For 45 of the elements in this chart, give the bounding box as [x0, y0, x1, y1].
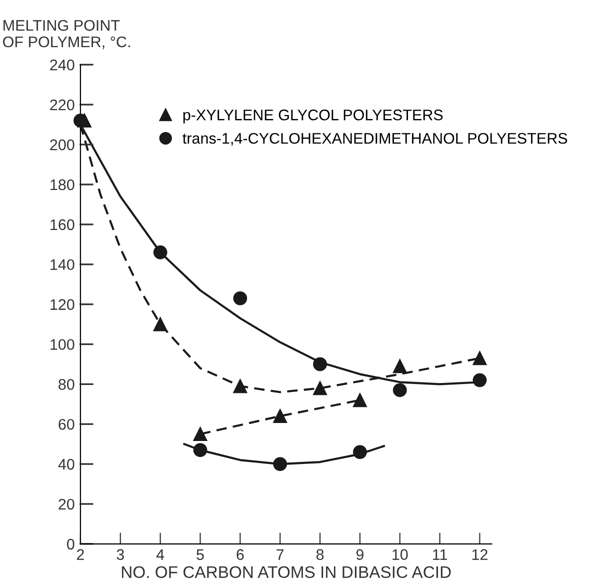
point [153, 317, 168, 332]
point [472, 351, 487, 366]
point [392, 359, 407, 374]
y-tick-label: 200 [50, 139, 74, 150]
point [78, 114, 92, 128]
legend-label: trans-1,4-CYCLOHEXANEDIMETHANOL POLYESTERS [182, 132, 568, 146]
x-tick-label: 9 [356, 549, 364, 560]
x-tick-label: 5 [196, 549, 204, 560]
x-tick-label: 2 [76, 549, 84, 560]
x-tick-label: 7 [276, 549, 284, 560]
y-tick-label: 140 [50, 259, 74, 270]
point [233, 291, 248, 306]
y-axis-title: MELTING POINT OF POLYMER, °C. [3, 20, 130, 50]
y-tick-label: 20 [58, 498, 74, 510]
point [273, 409, 288, 424]
legend-label: p-XYLYLENE GLYCOL POLYESTERS [183, 110, 443, 124]
point [233, 379, 248, 394]
point [193, 443, 208, 457]
x-tick-label: 4 [156, 549, 164, 560]
x-tick-label: 11 [433, 549, 447, 560]
point [193, 427, 208, 442]
y-tick-label: 60 [58, 418, 74, 430]
y-tick-label: 240 [50, 60, 74, 70]
point [273, 457, 288, 471]
x-tick-label: 12 [472, 549, 488, 560]
point [153, 245, 168, 260]
x-tick-label: 8 [316, 549, 324, 560]
x-tick-label: 3 [116, 549, 124, 560]
point [472, 373, 487, 388]
y-tick-label: 160 [50, 219, 74, 230]
point [313, 381, 327, 396]
y-tick-label: 80 [58, 379, 74, 390]
y-tick-label: 120 [50, 299, 74, 310]
y-tick-label: 40 [58, 458, 74, 470]
x-tick-label: 10 [392, 549, 408, 560]
point [313, 357, 327, 372]
y-tick-label: 220 [50, 99, 74, 110]
x-tick-label: 6 [236, 549, 244, 560]
point [392, 383, 407, 398]
y-tick-label: 0 [67, 538, 74, 550]
point [353, 393, 367, 408]
y-tick-label: 100 [50, 339, 74, 350]
x-axis-title: NO. OF CARBON ATOMS IN DIBASIC ACID [122, 566, 451, 578]
point [353, 445, 367, 459]
y-tick-label: 180 [50, 179, 74, 190]
